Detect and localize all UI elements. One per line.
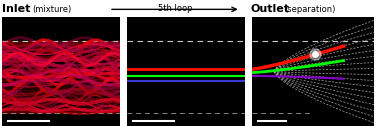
- Bar: [2, 65, 120, 71]
- Bar: [2, 41, 120, 113]
- Bar: [2, 91, 120, 97]
- Bar: [2, 82, 120, 89]
- Bar: [2, 61, 120, 68]
- Bar: [2, 48, 120, 55]
- Text: 5th loop: 5th loop: [158, 4, 192, 13]
- Bar: [2, 101, 120, 107]
- Text: (separation): (separation): [284, 5, 335, 14]
- Text: Outlet: Outlet: [250, 4, 289, 14]
- Bar: [2, 62, 120, 68]
- Bar: [2, 73, 120, 79]
- Text: (mixture): (mixture): [32, 5, 71, 14]
- Text: Inlet: Inlet: [2, 4, 30, 14]
